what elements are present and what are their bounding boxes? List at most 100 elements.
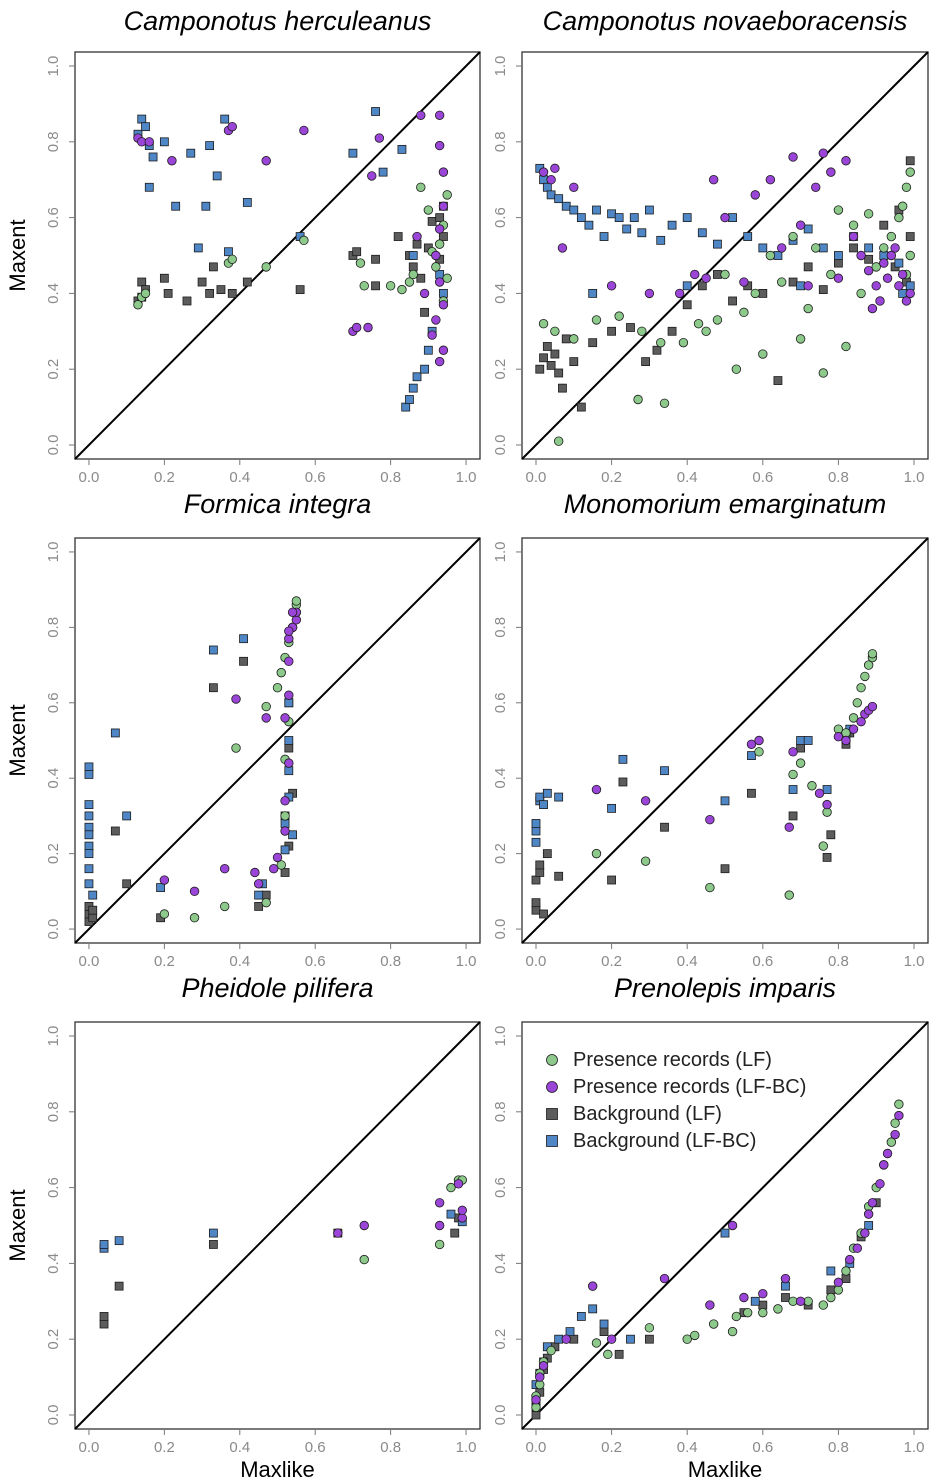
data-point-square (535, 792, 545, 802)
y-tick-label: 0.4 (45, 1253, 62, 1274)
data-point-square (622, 224, 632, 234)
data-point-square (773, 251, 783, 260)
data-point-square (554, 792, 564, 802)
data-point-circle (299, 235, 309, 246)
data-point-circle (284, 690, 294, 700)
data-point-square (644, 1334, 654, 1344)
y-tick-label: 0.4 (45, 283, 62, 304)
data-point-circle (250, 867, 260, 878)
data-point-square (84, 841, 94, 851)
data-point-circle (758, 349, 768, 359)
x-tick-label: 0.0 (79, 953, 100, 970)
data-point-circle (811, 182, 821, 192)
data-point-circle (856, 250, 866, 261)
data-point-square (588, 288, 598, 298)
data-point-circle (431, 315, 441, 325)
data-point-square (148, 152, 158, 162)
data-point-square (864, 1221, 874, 1230)
data-point-square (182, 296, 192, 306)
data-point-circle (841, 156, 851, 166)
data-point-square (818, 285, 828, 295)
data-point-circle (690, 269, 700, 280)
data-point-circle (553, 436, 564, 446)
data-point-circle (453, 1179, 464, 1189)
data-point-square (84, 762, 94, 772)
data-point-square (280, 868, 290, 877)
data-point-circle (385, 281, 396, 291)
data-point-circle (901, 296, 912, 306)
data-point-circle (818, 148, 828, 158)
data-point-circle (434, 1239, 445, 1250)
data-point-circle (750, 288, 760, 299)
data-point-square (644, 205, 654, 215)
data-point-circle (603, 1349, 613, 1360)
data-point-square (626, 323, 635, 332)
data-point-square (656, 235, 666, 245)
data-point-square (728, 296, 737, 306)
data-point-square (818, 243, 828, 253)
data-point-circle (879, 1160, 889, 1170)
data-point-circle (826, 167, 836, 177)
data-point-circle (287, 607, 298, 617)
data-point-square (569, 205, 579, 215)
data-point-square (427, 216, 437, 226)
x-tick-label: 0.8 (828, 1439, 849, 1456)
data-point-circle (359, 1220, 369, 1231)
y-axis-title: Maxent (5, 219, 30, 291)
panel-title: Pheidole pilifera (181, 973, 373, 1003)
data-point-circle (644, 288, 655, 299)
y-tick-label: 0.8 (492, 131, 509, 152)
data-point-circle (795, 334, 806, 344)
data-point-square (546, 190, 556, 200)
data-point-circle (355, 258, 366, 268)
data-point-square (834, 258, 843, 268)
data-point-square (539, 909, 548, 919)
data-point-circle (886, 231, 897, 242)
data-point-square (576, 402, 586, 412)
data-point-square (720, 796, 730, 806)
x-tick-label: 0.4 (229, 953, 250, 970)
data-point-square (84, 864, 94, 874)
data-point-circle (841, 1266, 851, 1276)
series-background-lf-bc (133, 107, 448, 412)
x-tick-label: 0.6 (752, 953, 773, 970)
data-point-square (542, 788, 552, 798)
data-point-square (758, 243, 768, 253)
data-point-square (186, 148, 196, 158)
y-tick-label: 0.8 (45, 1101, 62, 1122)
data-point-square (576, 1312, 586, 1321)
data-point-circle (879, 243, 889, 253)
series-background-lf-bc (84, 634, 297, 900)
x-tick-label: 0.2 (601, 1439, 622, 1456)
data-point-circle (434, 224, 445, 234)
y-tick-label: 0.6 (492, 692, 509, 713)
series-presence-records-lf (133, 182, 452, 310)
identity-line (521, 537, 929, 944)
x-tick-label: 0.0 (526, 1439, 547, 1456)
data-point-square (588, 338, 598, 348)
data-point-square (531, 875, 541, 885)
y-tick-label: 0.6 (492, 1177, 509, 1198)
panel-title: Camponotus novaeboracensis (543, 6, 908, 36)
data-point-circle (731, 1311, 742, 1322)
data-point-square (561, 334, 571, 344)
data-point-circle (538, 167, 549, 177)
data-point-square (88, 890, 98, 900)
data-point-circle (269, 864, 279, 874)
data-point-circle (276, 667, 286, 678)
data-point-square (122, 879, 132, 889)
data-point-square (788, 811, 798, 821)
data-point-square (242, 277, 252, 287)
y-tick-label: 0.4 (492, 768, 509, 789)
series-presence-records-lf (359, 1175, 467, 1265)
data-point-square (99, 1240, 109, 1249)
data-point-circle (894, 1110, 904, 1121)
data-point-square (803, 262, 813, 272)
data-point-circle (374, 133, 385, 143)
data-point-circle (879, 258, 889, 268)
data-point-circle (159, 909, 170, 919)
data-point-circle (591, 1338, 602, 1348)
x-tick-label: 0.6 (305, 469, 326, 486)
x-tick-label: 0.4 (229, 469, 250, 486)
data-point-square (803, 736, 813, 745)
